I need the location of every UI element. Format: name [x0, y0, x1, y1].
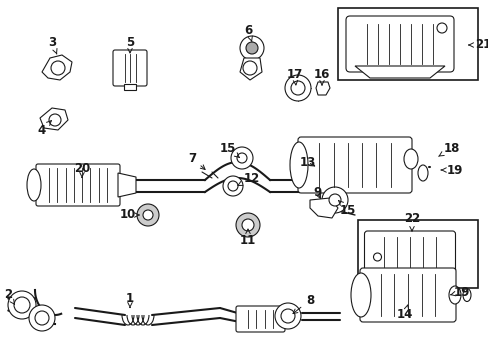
Text: 3: 3	[48, 36, 57, 54]
Polygon shape	[240, 58, 262, 80]
Circle shape	[51, 61, 65, 75]
Text: 15: 15	[338, 201, 355, 216]
Text: 5: 5	[125, 36, 134, 53]
Circle shape	[436, 23, 446, 33]
Circle shape	[237, 153, 246, 163]
Circle shape	[137, 204, 159, 226]
Circle shape	[223, 176, 243, 196]
FancyBboxPatch shape	[36, 164, 120, 206]
Bar	[337, 8, 477, 80]
Ellipse shape	[350, 273, 370, 317]
Circle shape	[142, 210, 153, 220]
Text: 4: 4	[38, 121, 51, 136]
Ellipse shape	[462, 288, 470, 302]
Circle shape	[328, 194, 340, 206]
Circle shape	[290, 81, 305, 95]
Text: 8: 8	[292, 293, 313, 314]
Text: 19: 19	[440, 163, 462, 176]
Ellipse shape	[417, 165, 427, 181]
Polygon shape	[40, 108, 68, 130]
Ellipse shape	[289, 142, 307, 188]
FancyBboxPatch shape	[297, 137, 411, 193]
FancyBboxPatch shape	[113, 50, 147, 86]
FancyBboxPatch shape	[236, 306, 285, 332]
Polygon shape	[315, 82, 329, 95]
Text: 9: 9	[313, 186, 322, 199]
Text: 10: 10	[120, 208, 139, 221]
Text: 20: 20	[74, 162, 90, 177]
FancyBboxPatch shape	[359, 268, 455, 322]
Text: 6: 6	[244, 23, 252, 42]
FancyBboxPatch shape	[346, 16, 453, 72]
Bar	[357, 220, 477, 288]
Text: 2: 2	[4, 288, 15, 305]
Circle shape	[29, 305, 55, 331]
Circle shape	[285, 75, 310, 101]
Circle shape	[243, 61, 257, 75]
Circle shape	[240, 36, 264, 60]
Polygon shape	[309, 198, 337, 218]
Circle shape	[8, 291, 36, 319]
Text: 13: 13	[299, 156, 315, 168]
FancyBboxPatch shape	[364, 231, 454, 273]
Ellipse shape	[403, 149, 417, 169]
Text: 17: 17	[286, 68, 303, 85]
Circle shape	[14, 297, 30, 313]
Text: 21: 21	[468, 39, 488, 51]
Circle shape	[242, 219, 253, 231]
Text: 11: 11	[240, 229, 256, 247]
Bar	[124, 84, 136, 90]
Text: 12: 12	[238, 171, 260, 185]
Circle shape	[321, 187, 347, 213]
Text: 14: 14	[396, 305, 412, 321]
Polygon shape	[354, 66, 444, 78]
Circle shape	[281, 309, 294, 323]
Polygon shape	[42, 55, 72, 80]
Text: 22: 22	[403, 211, 419, 231]
Text: 7: 7	[187, 152, 204, 170]
Text: 19: 19	[450, 285, 469, 298]
Circle shape	[274, 303, 301, 329]
Circle shape	[49, 114, 61, 126]
Circle shape	[373, 253, 381, 261]
Circle shape	[230, 147, 252, 169]
Text: 18: 18	[438, 141, 459, 156]
Text: 1: 1	[126, 292, 134, 307]
Circle shape	[227, 181, 238, 191]
Text: 16: 16	[313, 68, 329, 85]
Polygon shape	[118, 173, 136, 197]
Circle shape	[236, 213, 260, 237]
Ellipse shape	[27, 169, 41, 201]
Circle shape	[35, 311, 49, 325]
Ellipse shape	[448, 286, 460, 304]
Circle shape	[245, 42, 258, 54]
Text: 15: 15	[220, 141, 239, 157]
